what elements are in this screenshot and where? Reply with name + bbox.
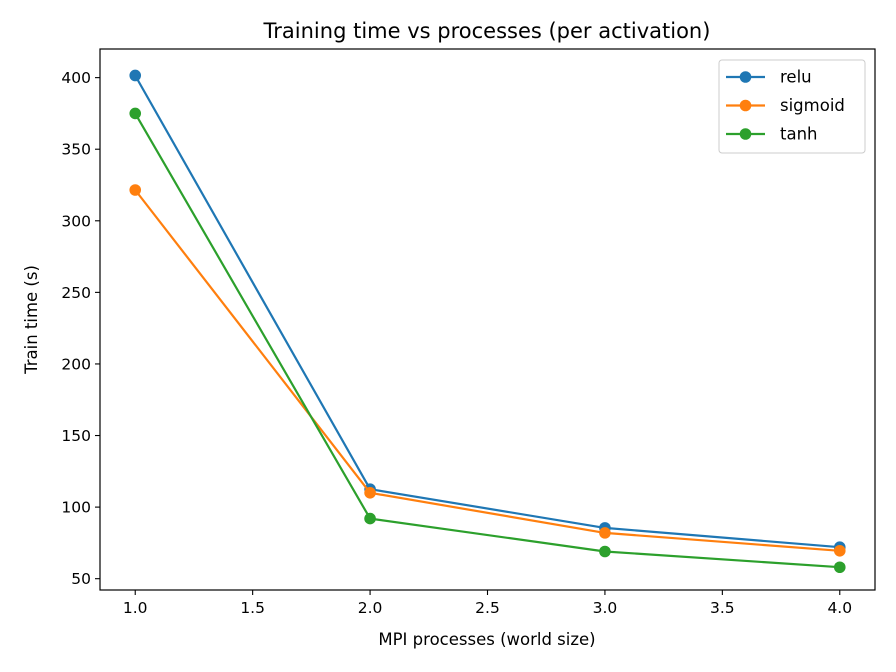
legend-item-sigmoid: sigmoid: [726, 96, 845, 115]
data-point: [364, 486, 376, 499]
legend-label: sigmoid: [780, 96, 845, 115]
legend-marker: [739, 99, 752, 112]
legend-marker: [739, 128, 752, 140]
data-point: [833, 544, 846, 557]
legend-box: [718, 59, 866, 154]
chart-title: Training time vs processes (per activati…: [263, 19, 711, 43]
legend: relu sigmoid tanh: [718, 59, 866, 154]
y-tick-label: 350: [61, 141, 91, 159]
y-tick-label: 100: [61, 499, 91, 517]
series-sigmoid: [129, 184, 846, 557]
y-tick-label: 150: [61, 427, 91, 445]
x-tick-label: 3.5: [710, 599, 735, 617]
legend-marker: [739, 71, 752, 83]
plot-area: [129, 69, 846, 574]
y-tick-label: 50: [71, 570, 91, 588]
legend-label: tanh: [780, 125, 818, 144]
legend-item-tanh: tanh: [726, 125, 818, 144]
data-point: [129, 184, 142, 196]
series-line: [134, 112, 840, 569]
y-tick-label: 250: [61, 284, 91, 302]
x-axis-label: MPI processes (world size): [378, 630, 595, 649]
x-tick-label: 4.0: [827, 599, 852, 617]
y-tick-label: 400: [61, 69, 91, 87]
series-line: [134, 74, 840, 549]
x-tick-label: 3.0: [593, 599, 618, 617]
data-point: [129, 69, 142, 82]
legend-label: relu: [780, 68, 812, 87]
x-axis-ticks: 1.0 1.5 2.0 2.5 3.0 3.5 4.0: [123, 590, 852, 617]
y-axis-ticks: 50 100 150 200 250 300 350 400: [61, 69, 100, 588]
data-point: [833, 561, 846, 574]
x-tick-label: 2.5: [475, 599, 500, 617]
x-tick-label: 1.5: [240, 599, 265, 617]
data-point: [599, 545, 611, 558]
data-point: [364, 512, 376, 525]
y-axis-label: Train time (s): [22, 265, 41, 375]
series-line: [134, 189, 840, 552]
x-tick-label: 1.0: [123, 599, 148, 617]
data-point: [129, 107, 142, 120]
legend-item-relu: relu: [726, 68, 812, 87]
x-tick-label: 2.0: [358, 599, 383, 617]
y-tick-label: 300: [61, 212, 91, 230]
data-point: [599, 527, 611, 539]
y-tick-label: 200: [61, 355, 91, 373]
series-tanh: [129, 107, 846, 574]
